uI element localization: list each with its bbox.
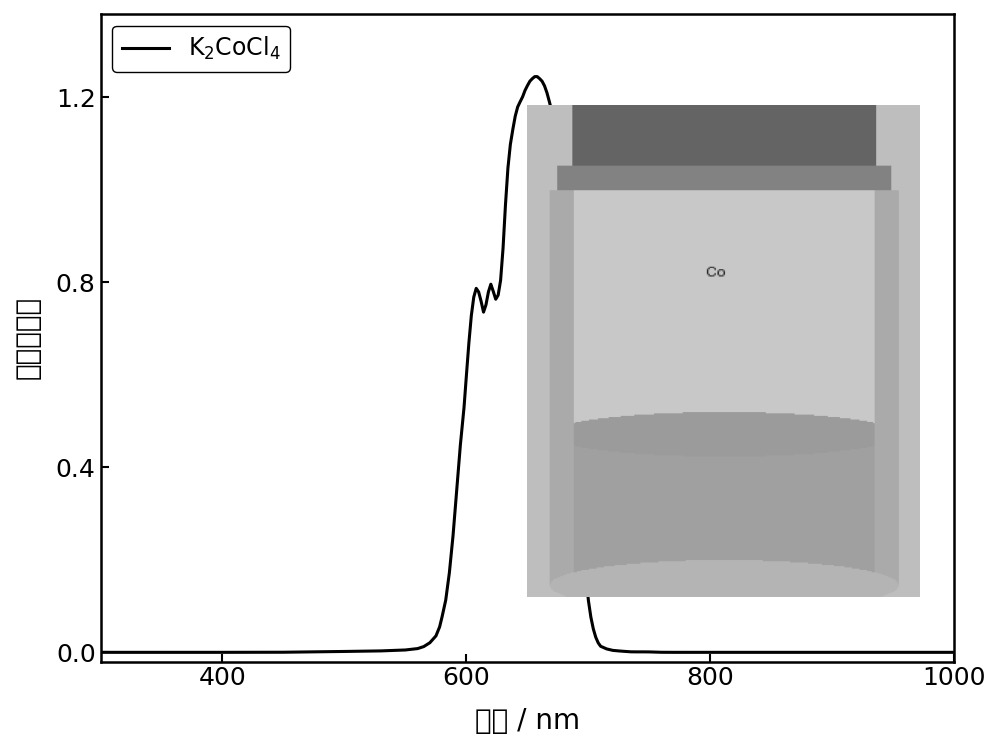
- X-axis label: 波长 / nm: 波长 / nm: [475, 707, 580, 735]
- Legend: K$_2$CoCl$_4$: K$_2$CoCl$_4$: [112, 25, 290, 72]
- Y-axis label: 相对吸收度: 相对吸收度: [14, 296, 42, 379]
